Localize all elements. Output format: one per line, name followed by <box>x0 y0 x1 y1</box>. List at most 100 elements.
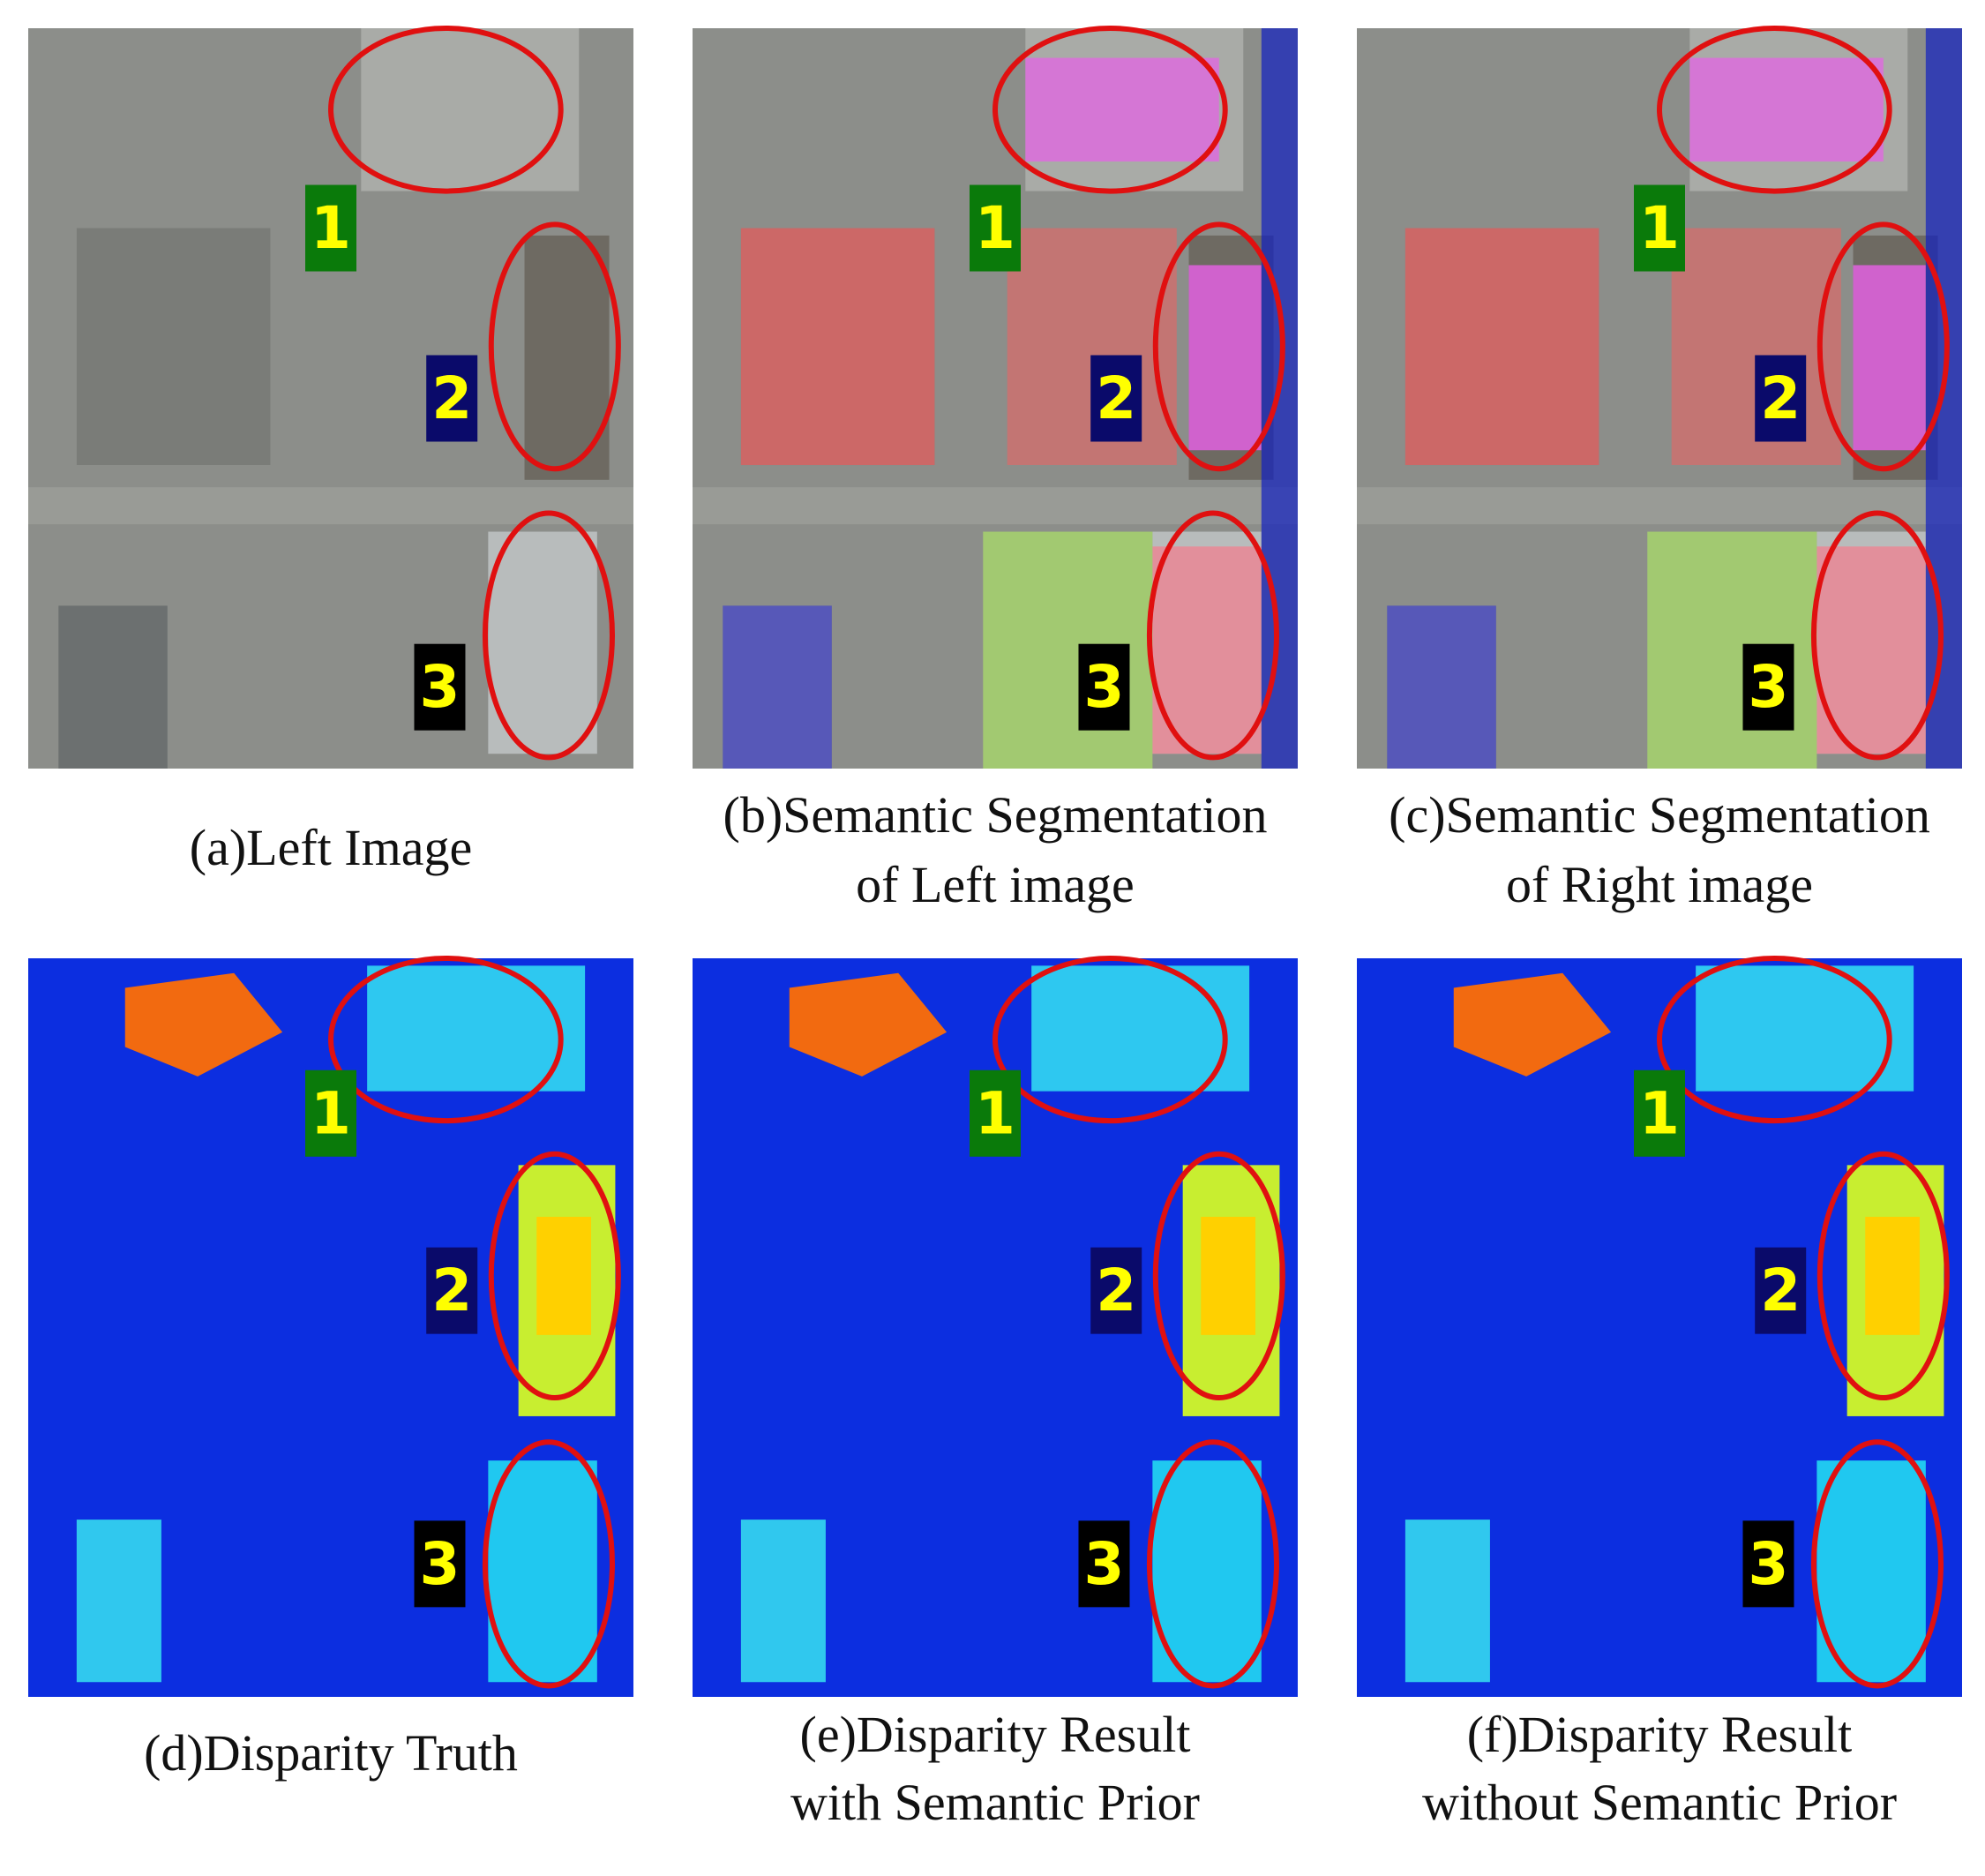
highlight-ellipse <box>1146 1439 1279 1689</box>
region <box>1152 1460 1262 1683</box>
region <box>1201 1216 1255 1335</box>
marker-label: 3 <box>1084 1530 1125 1598</box>
marker-box <box>1090 1247 1142 1334</box>
panel: 1 2 3 <box>1357 26 1962 769</box>
marker-box <box>970 1069 1021 1157</box>
highlight-ellipse <box>1152 1151 1285 1401</box>
region <box>1357 487 1962 525</box>
region <box>28 487 633 525</box>
marker-box <box>426 1247 478 1334</box>
highlight-ellipse <box>482 510 615 761</box>
region <box>693 487 1298 525</box>
highlight-ellipse <box>482 1439 615 1689</box>
marker-box <box>305 1069 356 1157</box>
panel: 1 2 3 <box>693 956 1298 1697</box>
region <box>124 972 283 1077</box>
marker-box <box>414 1520 466 1608</box>
marker-label: 2 <box>431 1257 472 1324</box>
panel-caption: (d)Disparity Truth <box>144 1724 518 1782</box>
region <box>1404 1520 1490 1683</box>
marker-label: 3 <box>420 653 461 721</box>
region <box>1031 965 1250 1092</box>
marker-label: 2 <box>431 364 472 432</box>
region <box>1453 972 1612 1077</box>
region <box>1816 546 1926 754</box>
marker-box <box>1078 643 1130 731</box>
region <box>740 228 935 466</box>
marker-box <box>1090 355 1142 442</box>
panel-caption: (b)Semantic Segmentation <box>723 786 1268 844</box>
marker-box <box>1755 1247 1807 1334</box>
region <box>1152 546 1262 754</box>
marker-box <box>1742 1520 1794 1608</box>
marker-label: 1 <box>311 1079 351 1147</box>
region <box>1188 265 1262 451</box>
highlight-ellipse <box>1816 1151 1950 1401</box>
panel: 1 2 3 <box>693 26 1298 769</box>
region <box>488 1460 597 1683</box>
highlight-ellipse <box>1146 510 1279 761</box>
region <box>1853 265 1926 451</box>
highlight-ellipse <box>1810 510 1944 761</box>
region <box>1925 28 1962 769</box>
marker-label: 3 <box>1084 653 1125 721</box>
region <box>76 1520 161 1683</box>
region <box>536 1216 591 1335</box>
region <box>58 605 168 769</box>
region <box>1261 28 1298 769</box>
panel-caption: (e)Disparity Result <box>800 1706 1191 1763</box>
region <box>789 972 948 1077</box>
marker-box <box>1078 1520 1130 1608</box>
marker-box <box>305 184 356 272</box>
panel-caption: with Semantic Prior <box>790 1774 1200 1831</box>
marker-label: 3 <box>1749 1530 1789 1598</box>
marker-box <box>1755 355 1807 442</box>
marker-box <box>1634 1069 1685 1157</box>
panel-caption: of Left image <box>856 856 1135 913</box>
region <box>361 28 580 191</box>
panel-caption: of Right image <box>1506 856 1813 913</box>
marker-box <box>414 643 466 731</box>
marker-box <box>1634 184 1685 272</box>
region <box>1404 228 1599 466</box>
marker-label: 1 <box>1639 1079 1680 1147</box>
region <box>367 965 586 1092</box>
marker-label: 1 <box>975 194 1015 262</box>
highlight-ellipse <box>328 26 564 194</box>
highlight-ellipse <box>1657 26 1892 194</box>
highlight-ellipse <box>328 956 564 1124</box>
panel-caption: (c)Semantic Segmentation <box>1389 786 1930 844</box>
marker-label: 1 <box>311 194 351 262</box>
marker-label: 3 <box>1749 653 1789 721</box>
region <box>1865 1216 1920 1335</box>
highlight-ellipse <box>992 956 1228 1124</box>
marker-label: 3 <box>420 1530 461 1598</box>
region <box>1025 57 1219 162</box>
highlight-ellipse <box>1810 1439 1944 1689</box>
region <box>76 228 271 466</box>
region <box>1689 57 1884 162</box>
highlight-ellipse <box>488 1151 621 1401</box>
panel: 1 2 3 <box>28 26 633 769</box>
region <box>1387 605 1496 769</box>
marker-label: 1 <box>1639 194 1680 262</box>
region <box>1696 965 1914 1092</box>
marker-label: 2 <box>1760 1257 1801 1324</box>
highlight-ellipse <box>488 221 621 472</box>
marker-label: 2 <box>1760 364 1801 432</box>
marker-box <box>426 355 478 442</box>
highlight-ellipse <box>1152 221 1285 472</box>
marker-box <box>1742 643 1794 731</box>
region <box>740 1520 826 1683</box>
highlight-ellipse <box>1657 956 1892 1124</box>
panel: 1 2 3 <box>1357 956 1962 1697</box>
highlight-ellipse <box>1816 221 1950 472</box>
marker-label: 2 <box>1096 1257 1136 1324</box>
marker-label: 2 <box>1096 364 1136 432</box>
panel-caption: (f)Disparity Result <box>1467 1706 1853 1763</box>
region <box>488 531 597 754</box>
panel-caption: (a)Left Image <box>190 819 472 876</box>
marker-label: 1 <box>975 1079 1015 1147</box>
region <box>1816 1460 1926 1683</box>
